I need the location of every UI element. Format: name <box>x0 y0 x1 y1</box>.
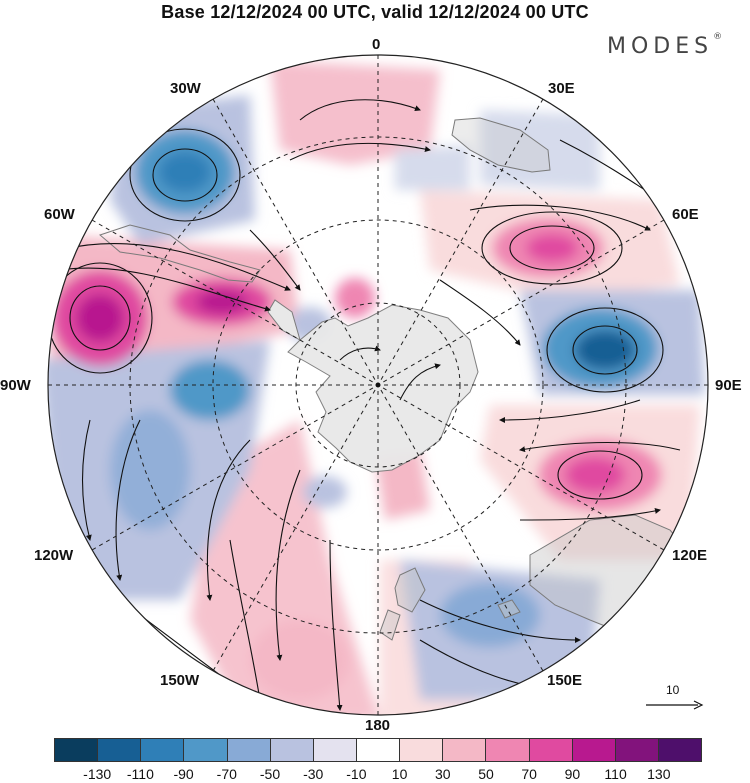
colorbar-tick-label: 110 <box>604 766 627 782</box>
africa-coast <box>451 117 551 173</box>
lon-label-30w: 30W <box>170 80 201 97</box>
colorbar-segment <box>313 739 357 761</box>
colorbar-tick-label: -110 <box>126 766 154 782</box>
colorbar-tick-label: -10 <box>346 766 367 782</box>
colorbar-tick-labels: -130 -110 -90 -70 -50 -30 -10 10 30 50 70 90 110 130 <box>54 766 702 782</box>
colorbar-segment <box>356 739 401 761</box>
colorbar-tick-label: -70 <box>216 766 237 782</box>
colorbar-tick-label: 130 <box>647 766 671 782</box>
colorbar-segment <box>615 739 659 761</box>
colorbar-segment <box>141 739 185 761</box>
colorbar-tick-label: 50 <box>478 766 494 782</box>
lon-label-120w: 120W <box>34 547 74 564</box>
colorbar-tick-label: -130 <box>83 766 112 782</box>
colorbar-segment <box>227 739 271 761</box>
chart-title: Base 12/12/2024 00 UTC, valid 12/12/2024… <box>161 2 589 22</box>
colorbar-tick-label: -90 <box>173 766 194 782</box>
lon-label-60e: 60E <box>672 206 699 223</box>
lon-label-150w: 150W <box>160 672 200 689</box>
lon-label-30e: 30E <box>548 80 575 97</box>
anomaly-field <box>48 55 708 715</box>
colorbar-segment <box>572 739 616 761</box>
map-boundary <box>47 54 709 716</box>
colorbar-segment <box>658 739 702 761</box>
tasmania-coast <box>497 599 521 619</box>
lon-label-120e: 120E <box>672 547 708 564</box>
colorbar-segment <box>98 739 142 761</box>
lon-label-60w: 60W <box>44 206 75 223</box>
reference-vector-arrow <box>646 700 704 710</box>
colorbar-tick-label: 10 <box>391 766 408 782</box>
colorbar-tick-label: 70 <box>521 766 537 782</box>
colorbar-segment <box>55 739 99 761</box>
lon-label-90e: 90E <box>715 377 742 394</box>
lon-label-180: 180 <box>365 717 391 734</box>
modes-logo: MODES® <box>607 32 723 59</box>
colorbar-segment <box>184 739 228 761</box>
antarctica-landmass <box>287 304 479 473</box>
colorbar-segment <box>529 739 573 761</box>
colorbar-segment <box>270 739 314 761</box>
colorbar-segment <box>486 739 530 761</box>
new-zealand-coast <box>379 567 426 641</box>
reference-vector-label: 10 <box>666 683 680 697</box>
colorbar-tick-label: -50 <box>259 766 281 782</box>
lon-label-90w: 90W <box>0 377 31 394</box>
colorbar <box>54 738 702 762</box>
wind-streamlines <box>48 99 681 711</box>
lon-label-150e: 150E <box>547 672 583 689</box>
colorbar-segment <box>400 739 444 761</box>
colorbar-segment <box>443 739 487 761</box>
colorbar-tick-label: 90 <box>564 766 581 782</box>
colorbar-tick-label: -30 <box>303 766 324 782</box>
lon-label-0: 0 <box>372 36 381 53</box>
colorbar-tick-label: 30 <box>435 766 451 782</box>
